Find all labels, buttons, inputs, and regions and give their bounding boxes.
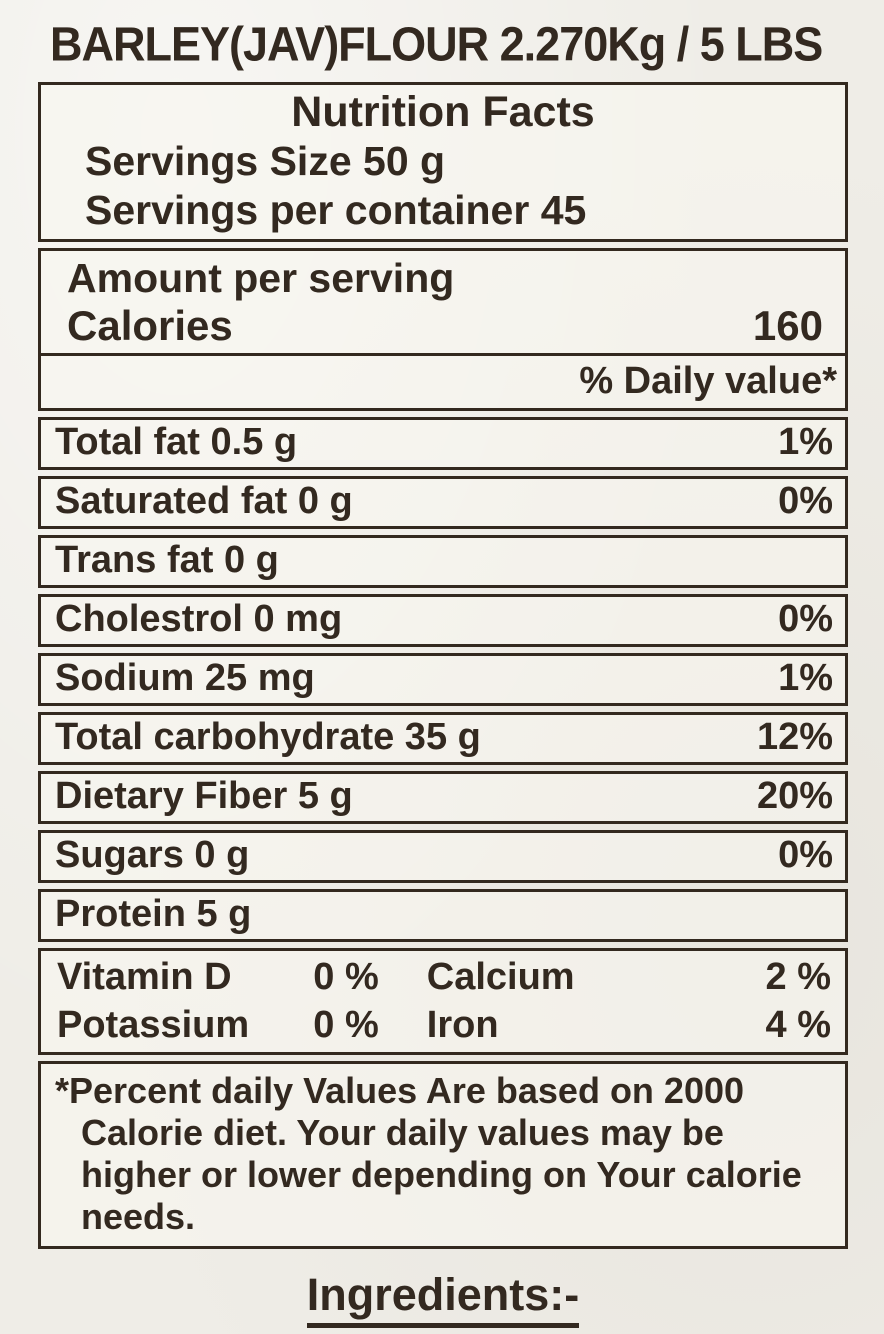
potassium-cell: Potassium 0 % — [57, 1003, 421, 1047]
vitamin-d-cell: Vitamin D 0 % — [57, 955, 421, 999]
nutrient-row-total-carbohydrate: Total carbohydrate 35 g 12% — [38, 712, 848, 765]
product-title: BARLEY(JAV)FLOUR 2.270Kg / 5 LBS — [50, 16, 823, 72]
nutrient-row-dietary-fiber: Dietary Fiber 5 g 20% — [38, 771, 848, 824]
calories-value: 160 — [752, 302, 823, 349]
nutrient-row-protein: Protein 5 g — [38, 889, 848, 942]
iron-cell: Iron 4 % — [421, 1003, 831, 1047]
micronutrient-value: 4 % — [765, 1004, 831, 1046]
micronutrient-value: 2 % — [765, 956, 831, 998]
daily-value-footnote: *Percent daily Values Are based on 2000 … — [38, 1061, 848, 1249]
footnote-line: Calorie diet. Your daily values may be — [81, 1112, 724, 1153]
micronutrient-value: 0 % — [313, 1004, 379, 1046]
calories-label: Calories — [67, 302, 233, 349]
nutrient-dv: 12% — [756, 716, 833, 758]
micronutrient-name: Iron — [426, 1004, 499, 1046]
footnote-line: *Percent daily Values Are based on 2000 — [55, 1070, 745, 1111]
micronutrient-name: Calcium — [426, 956, 575, 998]
micronutrient-value: 0 % — [313, 956, 379, 998]
calories-row: Calories 160 — [41, 302, 845, 356]
micronutrients-box: Vitamin D 0 % Calcium 2 % Potassium 0 % … — [38, 948, 848, 1055]
nutrient-row-trans-fat: Trans fat 0 g — [38, 535, 848, 588]
nutrient-name: Dietary Fiber 5 g — [55, 775, 353, 817]
micronutrient-row-2: Potassium 0 % Iron 4 % — [41, 1001, 845, 1052]
nutrient-name: Protein 5 g — [55, 893, 252, 935]
calcium-cell: Calcium 2 % — [421, 955, 831, 999]
servings-per-container: Servings per container 45 — [85, 187, 587, 233]
nutrient-row-cholesterol: Cholestrol 0 mg 0% — [38, 594, 848, 647]
micronutrient-row-1: Vitamin D 0 % Calcium 2 % — [41, 951, 845, 1001]
nutrient-dv: 0% — [778, 834, 833, 876]
nutrient-name: Sodium 25 mg — [55, 657, 315, 699]
calories-box: Amount per serving Calories 160 % Daily … — [38, 248, 848, 411]
nutrient-dv: 0% — [778, 598, 833, 640]
micronutrient-name: Potassium — [57, 1004, 250, 1046]
nutrient-name: Trans fat 0 g — [55, 539, 279, 581]
nutrient-name: Sugars 0 g — [55, 834, 250, 876]
nutrient-dv: 1% — [778, 657, 833, 699]
nutrient-row-sugars: Sugars 0 g 0% — [38, 830, 848, 883]
footnote-line: needs. — [81, 1196, 196, 1237]
nutrient-row-total-fat: Total fat 0.5 g 1% — [38, 417, 848, 470]
nutrient-name: Saturated fat 0 g — [55, 480, 353, 522]
serving-size: Servings Size 50 g — [85, 138, 446, 184]
footnote-line: higher or lower depending on Your calori… — [81, 1154, 802, 1195]
nutrient-name: Total carbohydrate 35 g — [55, 716, 481, 758]
nutrient-dv: 20% — [756, 775, 833, 817]
nutrient-row-saturated-fat: Saturated fat 0 g 0% — [38, 476, 848, 529]
nutrient-dv: 0% — [778, 480, 833, 522]
micronutrient-name: Vitamin D — [57, 956, 232, 998]
nutrient-name: Cholestrol 0 mg — [55, 598, 343, 640]
amount-per-serving-label: Amount per serving — [67, 255, 455, 301]
nutrition-panel: Nutrition Facts Servings Size 50 g Servi… — [38, 82, 848, 1249]
panel-header-box: Nutrition Facts Servings Size 50 g Servi… — [38, 82, 848, 242]
nutrient-row-sodium: Sodium 25 mg 1% — [38, 653, 848, 706]
daily-value-header: % Daily value* — [579, 360, 837, 402]
ingredients-heading: Ingredients:- — [38, 1269, 848, 1328]
nutrient-name: Total fat 0.5 g — [55, 421, 298, 463]
nutrient-dv: 1% — [778, 421, 833, 463]
nutrition-facts-heading: Nutrition Facts — [291, 88, 595, 136]
